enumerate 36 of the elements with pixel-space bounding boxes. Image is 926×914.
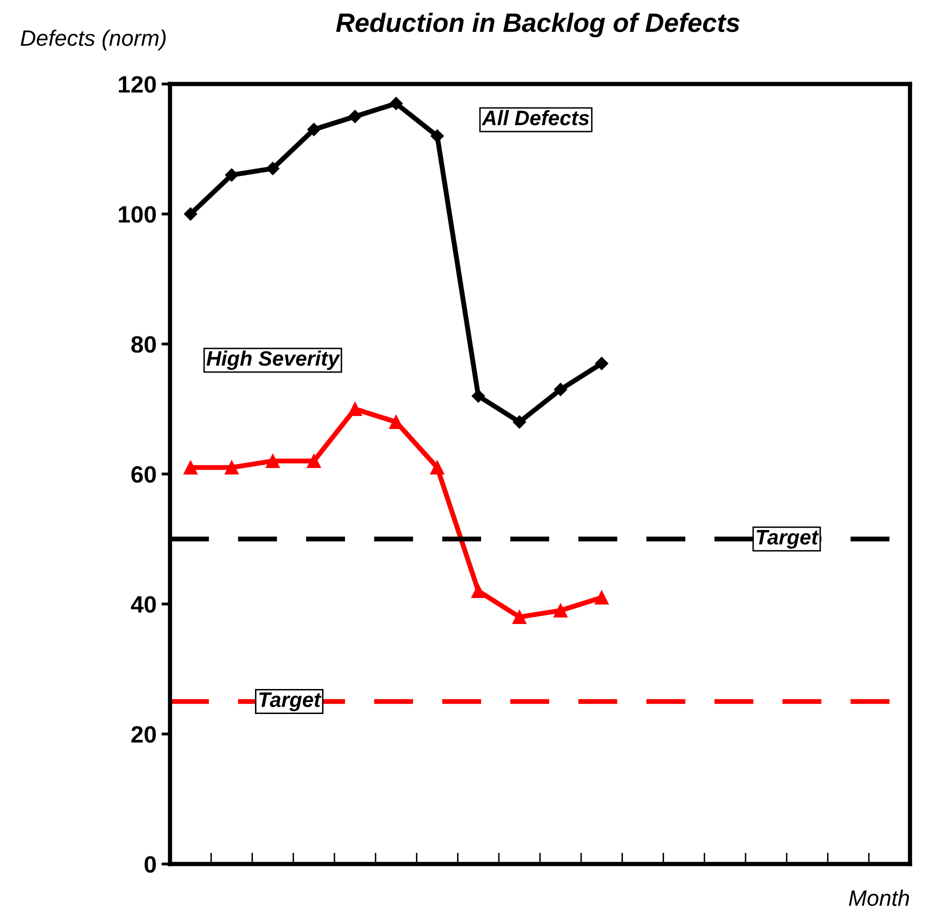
point [184, 207, 198, 221]
point [224, 460, 239, 474]
chart-title: Reduction in Backlog of Defects [336, 12, 740, 38]
point [430, 129, 444, 143]
y-tick-label: 0 [144, 856, 156, 873]
point [430, 460, 444, 474]
point [306, 454, 321, 468]
y-tick-label: 40 [130, 596, 156, 613]
ref-line-label: Target [259, 692, 322, 712]
point [348, 110, 362, 124]
point [184, 460, 198, 474]
y-tick-label: 20 [131, 726, 156, 743]
point [554, 604, 568, 618]
ref-line-label: Target [756, 530, 819, 549]
point [471, 584, 486, 598]
series-label: All Defects [482, 110, 590, 126]
y-axis-title: Defects (norm) [20, 30, 166, 50]
point [307, 122, 320, 136]
point [389, 415, 404, 429]
point [266, 162, 280, 176]
point [512, 610, 526, 624]
y-tick-label: 60 [131, 466, 156, 483]
point [512, 415, 526, 429]
y-tick-label: 100 [118, 206, 156, 223]
point [266, 454, 280, 468]
y-tick-label: 80 [131, 336, 156, 353]
x-axis-title: Month [848, 890, 909, 906]
point [225, 168, 238, 182]
point [472, 389, 485, 403]
point [348, 402, 362, 416]
point [595, 356, 608, 370]
point [594, 590, 609, 604]
point [554, 382, 568, 396]
y-tick-label: 120 [118, 76, 156, 93]
series-label: High Severity [206, 350, 340, 370]
point [390, 96, 403, 110]
